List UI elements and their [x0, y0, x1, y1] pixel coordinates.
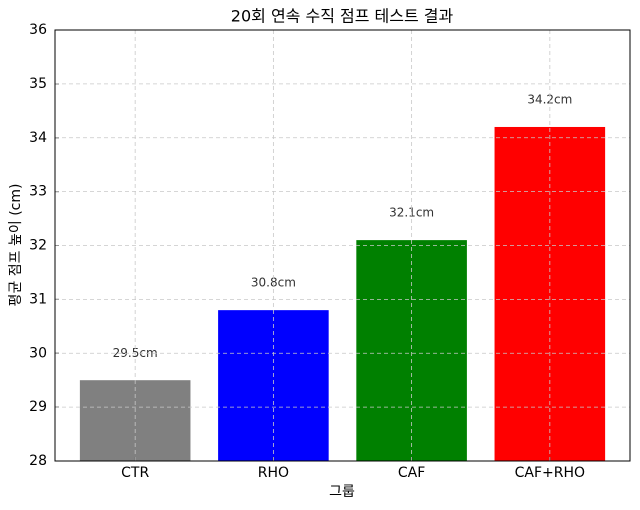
y-tick-label: 34: [29, 130, 47, 146]
chart-title: 20회 연속 수직 점프 테스트 결과: [231, 7, 454, 26]
plot-frame: [54, 29, 631, 462]
y-tick-label: 31: [29, 291, 47, 307]
y-axis-label: 평균 점프 높이 (cm): [8, 184, 24, 307]
y-tick-label: 35: [29, 76, 47, 92]
bar: [218, 310, 329, 461]
bar: [356, 240, 467, 461]
y-tick-label: 32: [29, 238, 47, 254]
x-axis-label: 그룹: [329, 484, 355, 500]
x-tick-label: RHO: [258, 465, 289, 481]
x-tick-label: CTR: [121, 465, 149, 481]
y-tick-label: 28: [29, 453, 47, 469]
y-tick-label: 36: [29, 22, 47, 38]
y-tick-label: 33: [29, 184, 47, 200]
y-tick-label: 29: [29, 399, 47, 415]
x-tick-label: CAF: [398, 465, 425, 481]
value-label: 34.2cm: [527, 93, 572, 107]
bar: [79, 380, 191, 461]
y-tick-label: 30: [29, 345, 47, 361]
x-tick-label: CAF+RHO: [515, 465, 585, 481]
bar: [494, 126, 606, 461]
